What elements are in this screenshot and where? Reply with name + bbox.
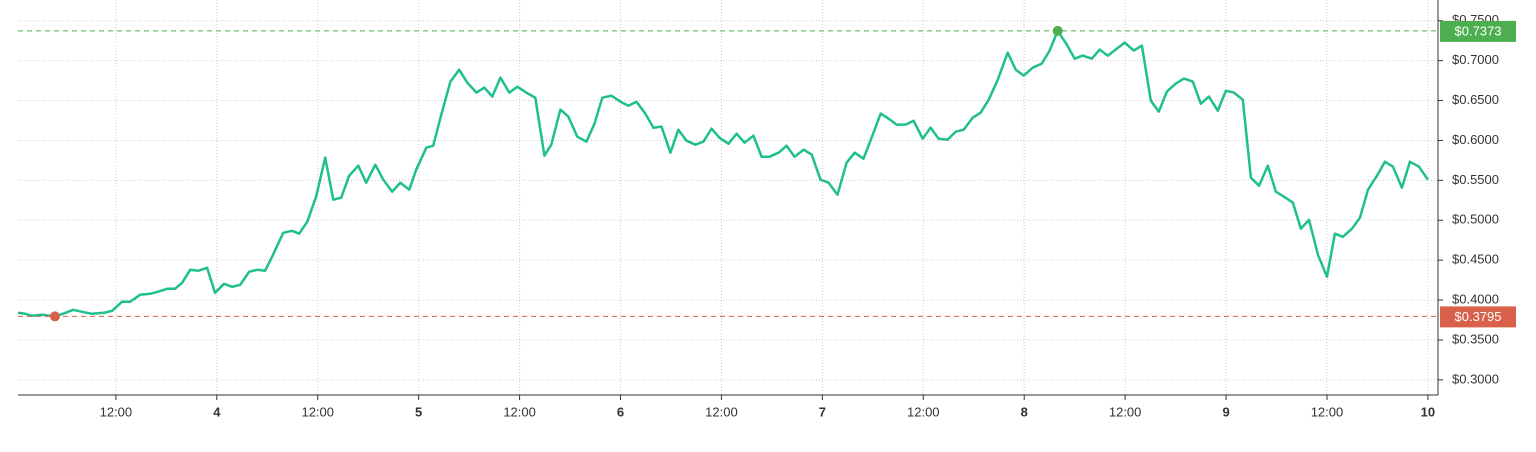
x-tick-label: 10 — [1421, 404, 1435, 419]
x-tick-label: 12:00 — [907, 404, 940, 419]
y-tick-label: $0.7000 — [1452, 52, 1499, 67]
x-tick-label: 6 — [617, 404, 624, 419]
x-tick-label: 12:00 — [100, 404, 133, 419]
x-tick-label: 8 — [1021, 404, 1028, 419]
y-tick-label: $0.4500 — [1452, 252, 1499, 267]
annotation-badge — [1440, 20, 1516, 42]
x-tick-label: 4 — [213, 404, 221, 419]
x-tick-label: 12:00 — [1311, 404, 1344, 419]
x-tick-label: 5 — [415, 404, 422, 419]
x-tick-label: 12:00 — [301, 404, 334, 419]
x-tick-label: 7 — [819, 404, 826, 419]
x-tick-label: 12:00 — [503, 404, 536, 419]
x-tick-label: 12:00 — [705, 404, 738, 419]
annotation-point — [1052, 25, 1063, 36]
y-tick-label: $0.5500 — [1452, 172, 1499, 187]
annotation-badge — [1440, 306, 1516, 328]
annotation-label: $0.3795 — [1455, 309, 1502, 324]
y-tick-label: $0.5000 — [1452, 212, 1499, 227]
y-tick-label: $0.3000 — [1452, 371, 1499, 386]
y-tick-label: $0.3500 — [1452, 331, 1499, 346]
y-tick-label: $0.6500 — [1452, 92, 1499, 107]
price-line — [17, 29, 1429, 318]
annotation-point — [49, 311, 60, 322]
annotation-label: $0.7373 — [1455, 23, 1502, 38]
y-tick-label: $0.6000 — [1452, 132, 1499, 147]
x-tick-label: 9 — [1222, 404, 1229, 419]
x-tick-label: 12:00 — [1109, 404, 1142, 419]
y-tick-label: $0.4000 — [1452, 291, 1499, 306]
